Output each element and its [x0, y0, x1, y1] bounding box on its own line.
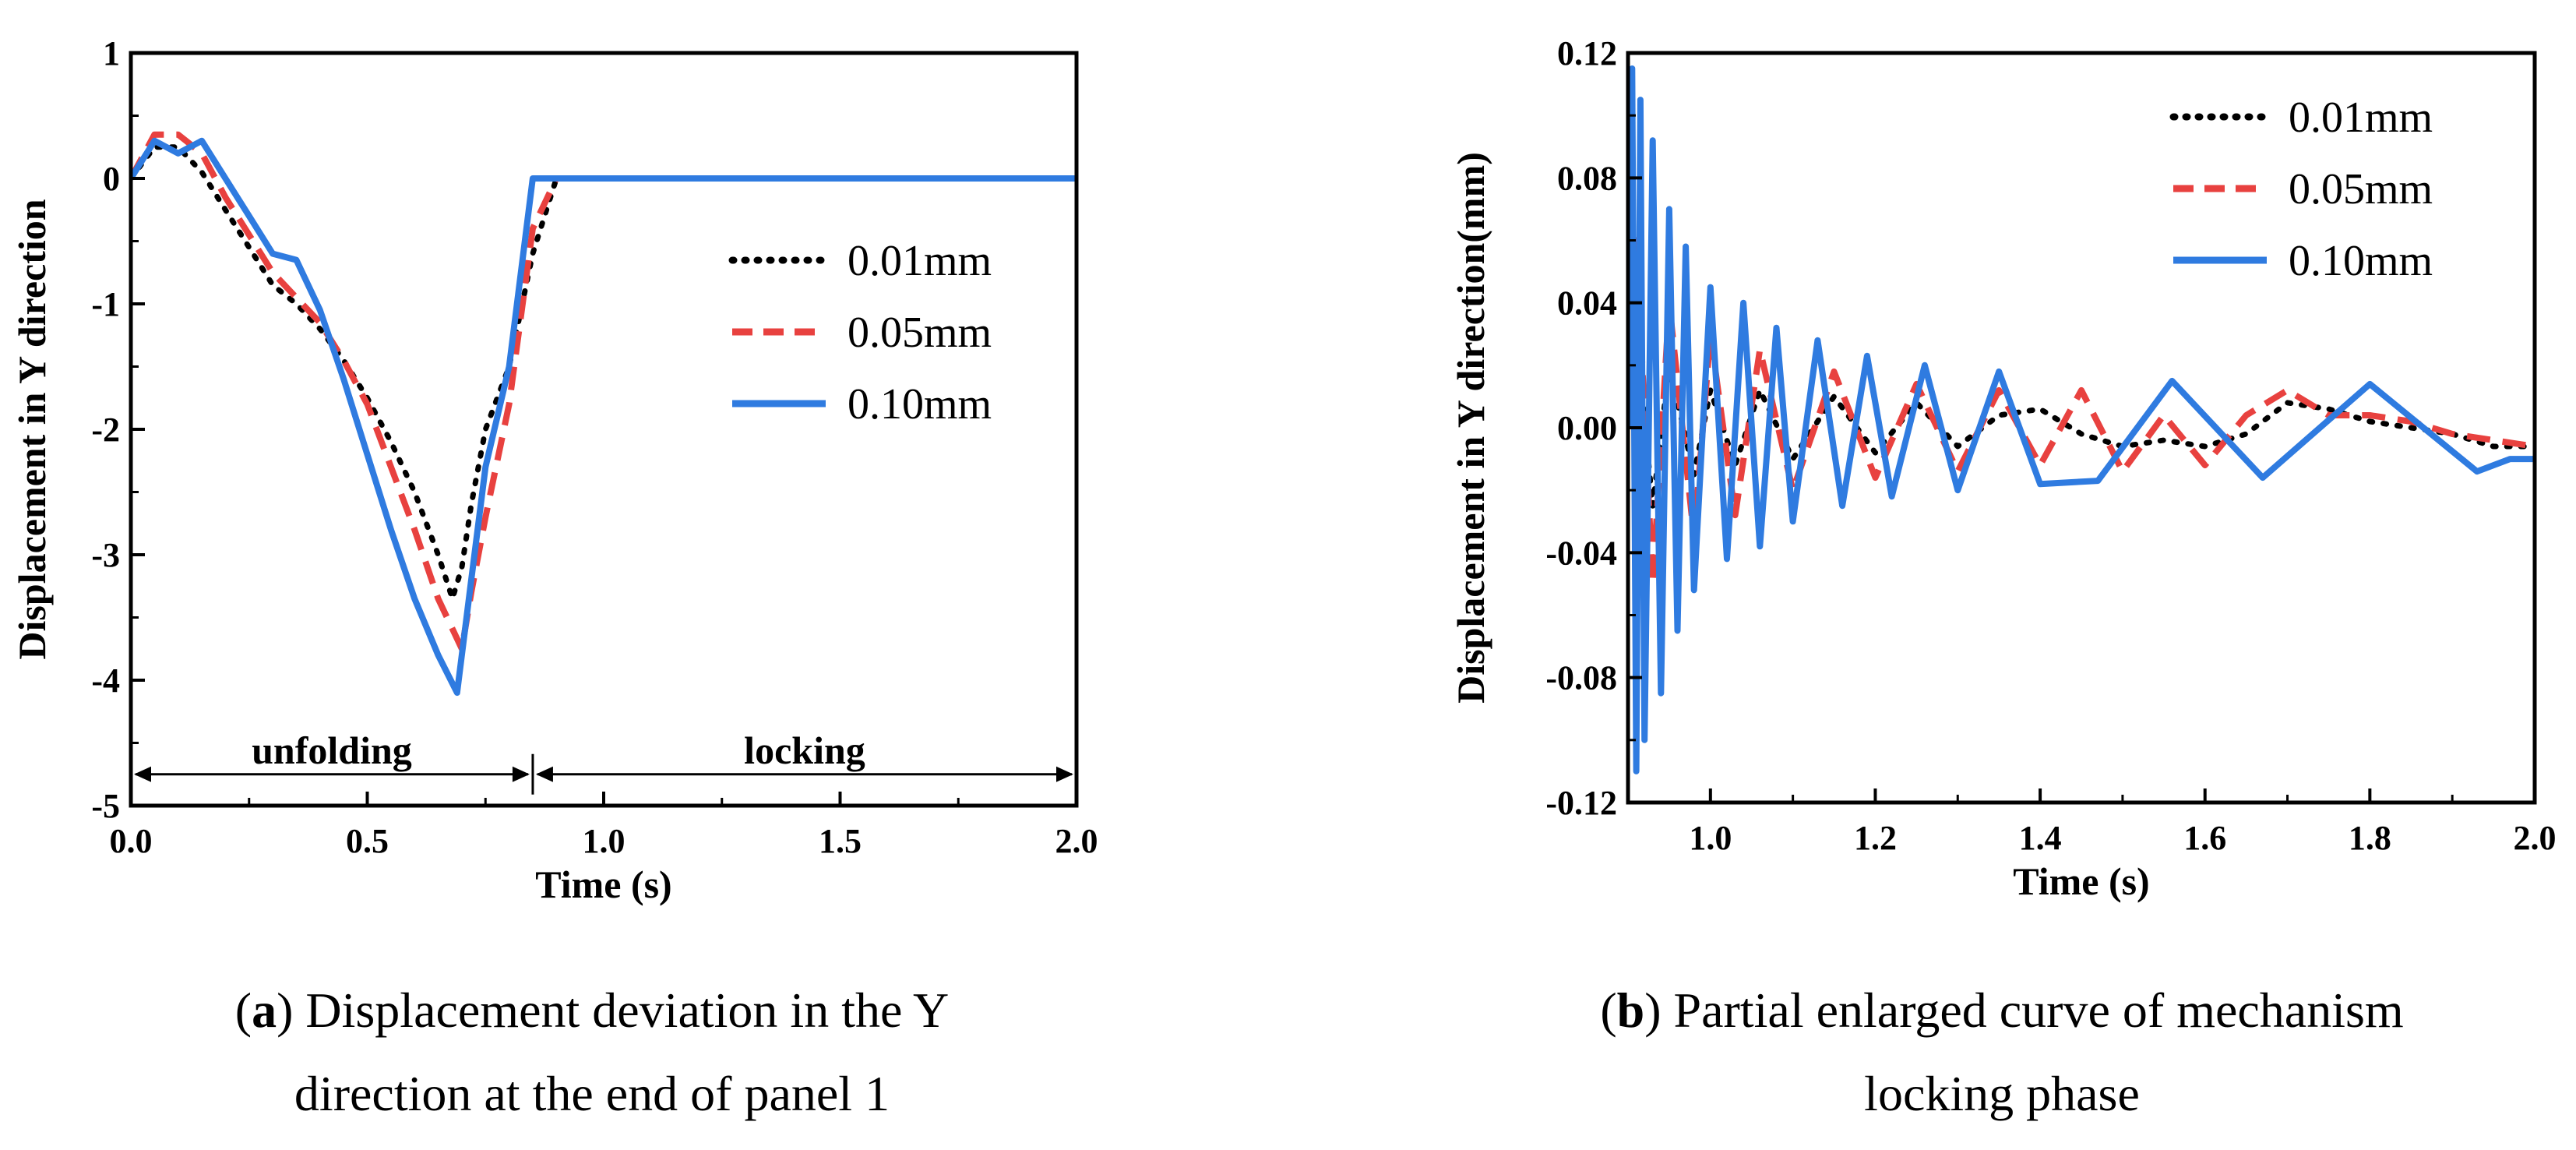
series-line-0.10mm	[131, 137, 1077, 697]
y-tick-label: -3	[91, 536, 120, 574]
series-line-0.05mm	[131, 131, 1077, 652]
caption-a-line2: direction at the end of panel 1	[294, 1066, 890, 1121]
x-tick-label: 0.0	[110, 822, 153, 860]
y-tick-label: -4	[91, 661, 120, 700]
x-tick-label: 2.0	[2514, 819, 2557, 857]
y-tick-label: 0.12	[1557, 34, 1617, 72]
y-tick-label: -5	[91, 787, 120, 825]
legend: 0.01mm 0.05mm 0.10mm	[728, 237, 992, 429]
y-tick-label: 0.00	[1557, 409, 1617, 447]
phase-arrow-head-right	[512, 766, 530, 782]
y-axis-label: Displacement in Y direction	[10, 199, 54, 659]
x-axis-label: Time (s)	[535, 862, 671, 906]
y-tick-label: -0.12	[1545, 784, 1617, 822]
x-tick-label: 2.0	[1055, 822, 1098, 860]
x-tick-label: 1.8	[2349, 819, 2391, 857]
plot-frame	[129, 51, 1079, 808]
phase-label-locking: locking	[744, 728, 865, 772]
legend-label-0.05mm: 0.05mm	[2289, 165, 2433, 213]
y-tick-label: 0.04	[1557, 284, 1617, 323]
x-tick-label: 1.5	[819, 822, 862, 860]
y-tick-label: 1	[103, 34, 120, 72]
caption-b-line1: (b) Partial enlarged curve of mechanism	[1600, 982, 2403, 1038]
x-tick-label: 1.0	[1689, 819, 1732, 857]
y-axis-label: Displacement in Y direction(mm)	[1449, 152, 1492, 704]
legend-label-0.10mm: 0.10mm	[2289, 237, 2433, 285]
legend: 0.01mm 0.05mm 0.10mm	[2169, 93, 2433, 285]
caption-b-letter: b	[1617, 982, 1645, 1038]
caption-a-text1: ) Displacement deviation in the Y	[277, 982, 949, 1038]
panel-b-chart: 1.0 1.2 1.4 1.6 1.8 2.0 0.12 0.08 0.04 0.00 -0.04 -…	[1449, 34, 2557, 903]
y-tick-label: -0.08	[1545, 659, 1617, 697]
caption-a-letter: a	[252, 982, 277, 1038]
x-axis-label: Time (s)	[2013, 859, 2149, 903]
x-tick-label: 1.4	[2019, 819, 2062, 857]
phase-arrow-head-left	[134, 766, 151, 782]
y-tick-label: 0	[103, 160, 120, 198]
y-tick-label: -1	[91, 285, 120, 323]
series-line-0.01mm	[131, 144, 1077, 601]
legend-label-0.10mm: 0.10mm	[848, 380, 992, 429]
x-tick-label: 1.2	[1854, 819, 1897, 857]
legend-label-0.05mm: 0.05mm	[848, 309, 992, 357]
x-tick-label: 1.0	[583, 822, 625, 860]
y-tick-label: 0.08	[1557, 159, 1617, 197]
caption-a-line1: (a) Displacement deviation in the Y	[235, 982, 949, 1038]
caption-b-line2: locking phase	[1864, 1066, 2140, 1121]
phase-label-unfolding: unfolding	[252, 728, 412, 772]
x-tick-label: 1.6	[2183, 819, 2226, 857]
caption-b-text1: ) Partial enlarged curve of mechanism	[1644, 982, 2403, 1038]
x-tick-label: 0.5	[346, 822, 389, 860]
y-tick-label: -2	[91, 411, 120, 449]
legend-label-0.01mm: 0.01mm	[2289, 93, 2433, 142]
panel-a-chart: 0.0 0.5 1.0 1.5 2.0 1 0 -1 -2 -3 -4 -5 Time (s) Displ…	[10, 34, 1098, 906]
legend-label-0.01mm: 0.01mm	[848, 237, 992, 285]
phase-arrow-head-right	[1056, 766, 1073, 782]
series-line-0.10mm	[1628, 65, 2535, 774]
y-tick-label: -0.04	[1545, 534, 1617, 572]
phase-arrow-head-left	[535, 766, 553, 782]
